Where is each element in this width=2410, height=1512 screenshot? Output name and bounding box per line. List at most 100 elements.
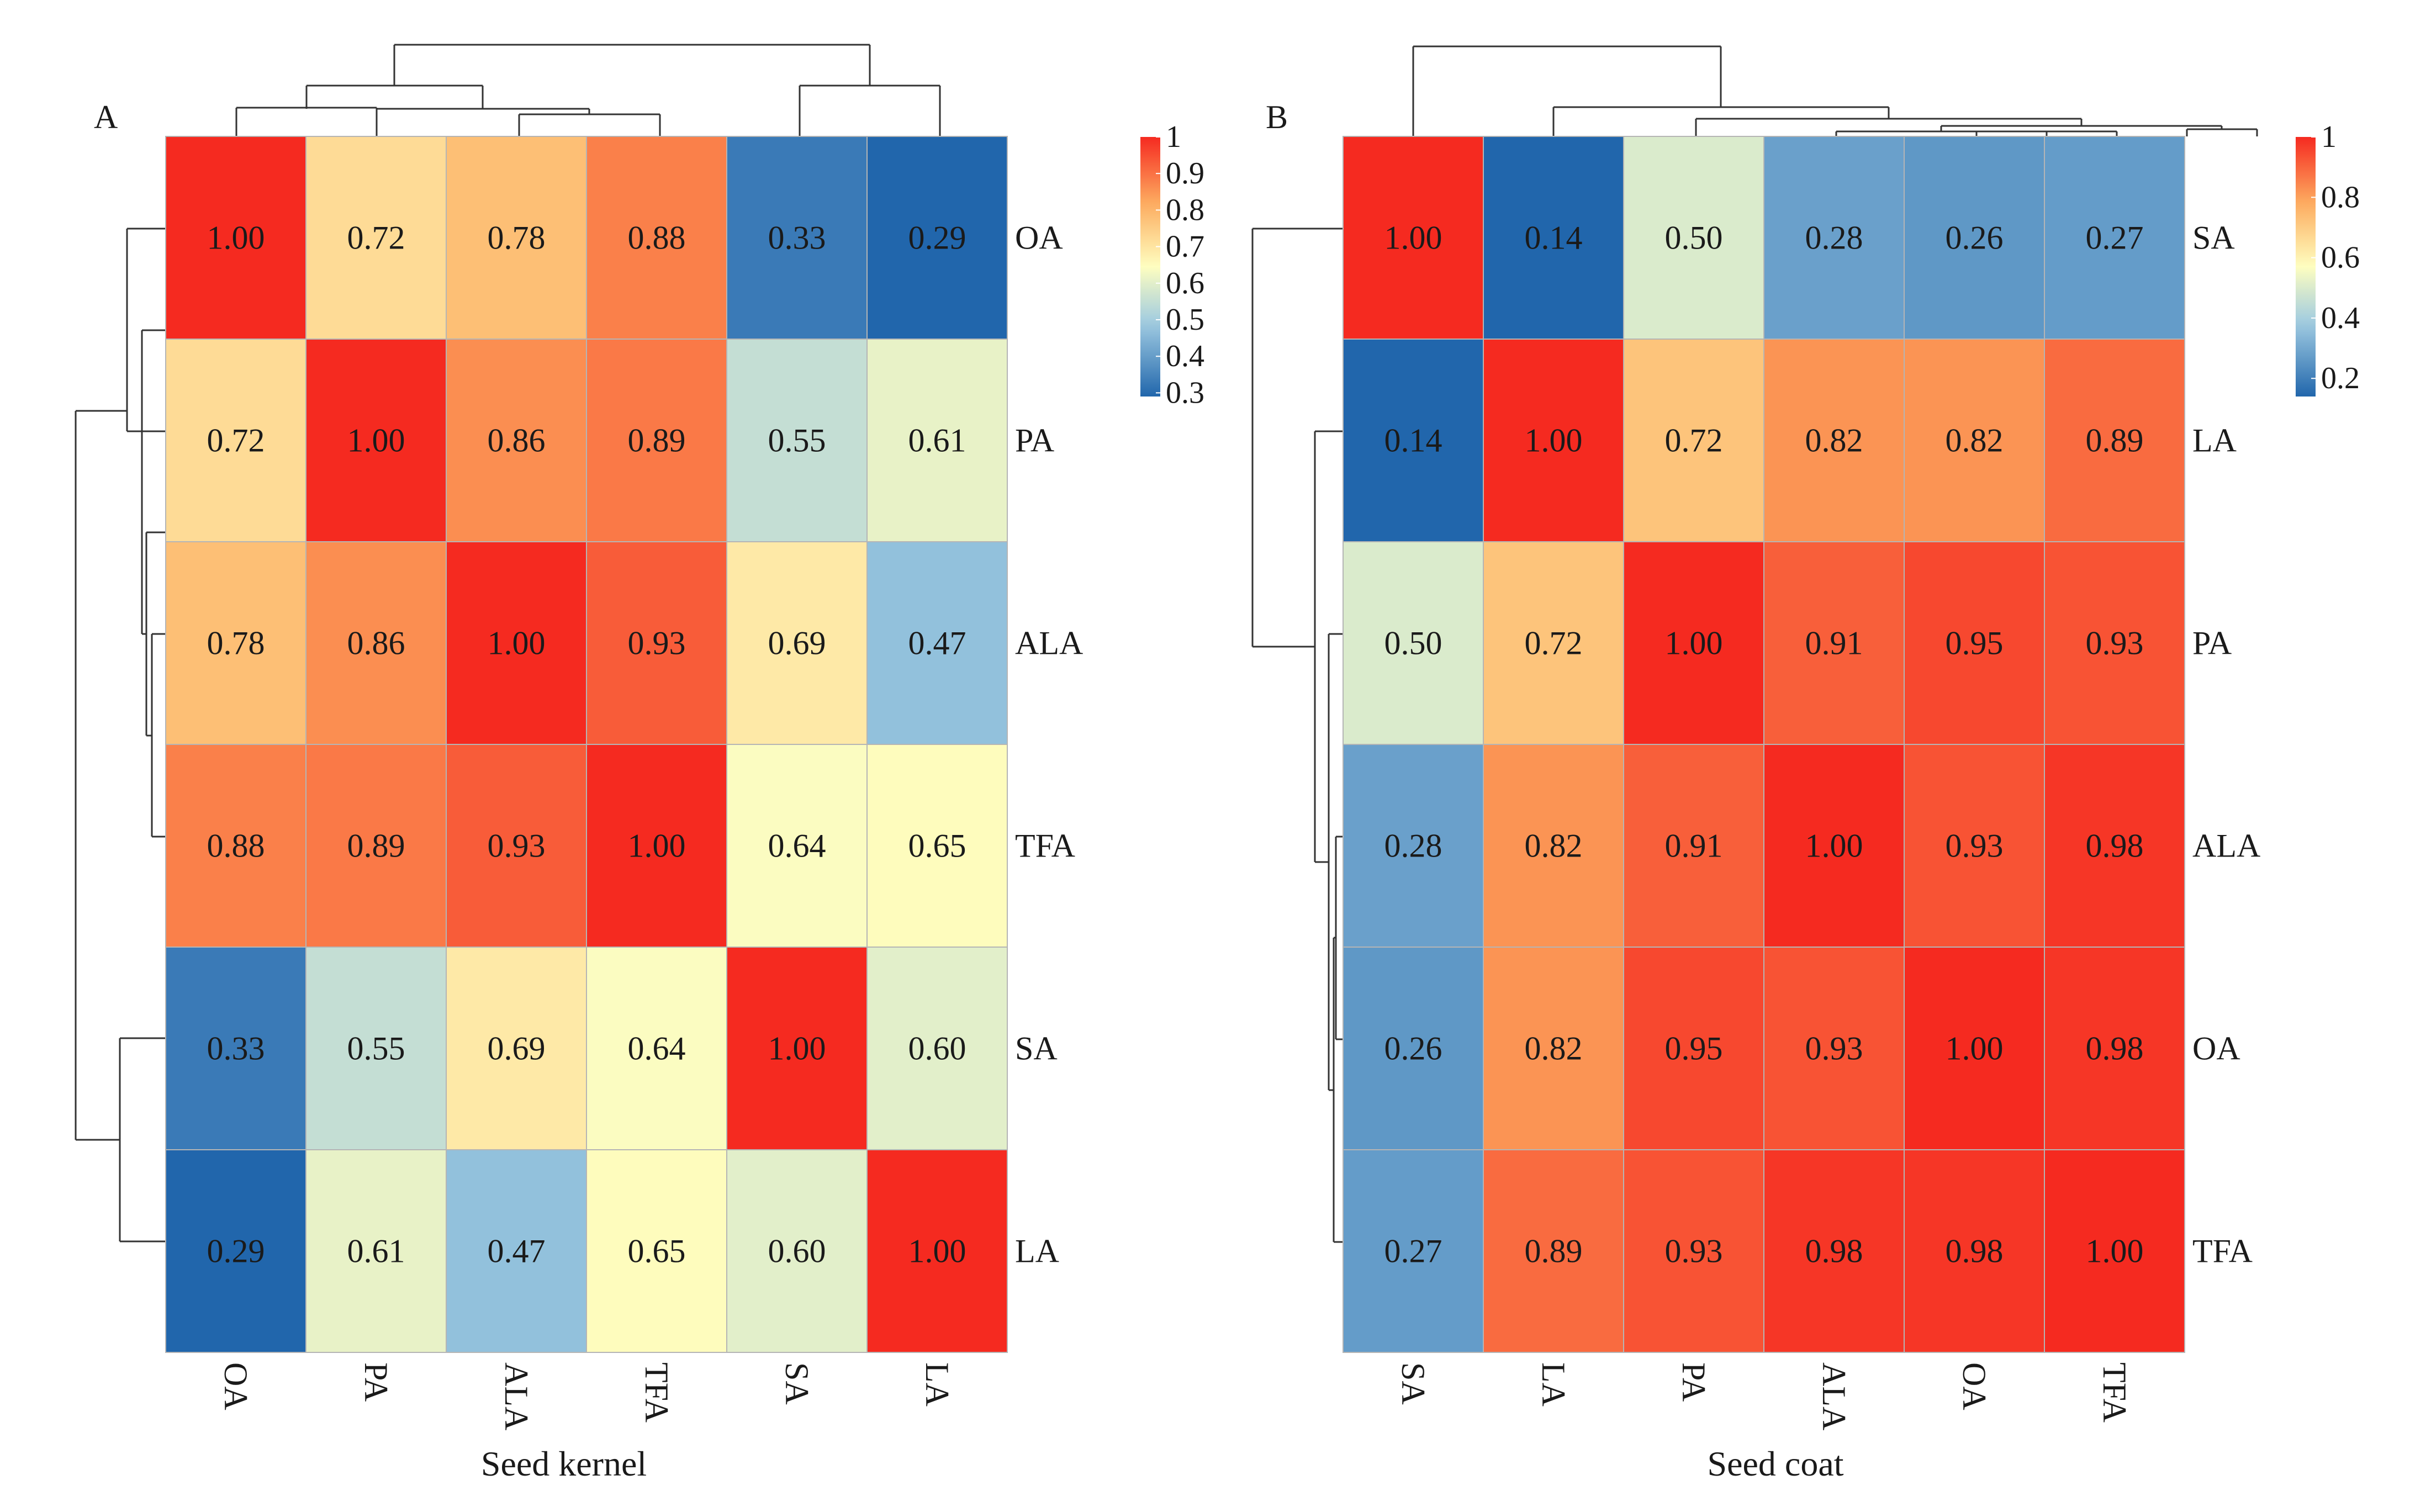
panel-a-cell-OA-TFA bbox=[586, 136, 727, 340]
panel-a-cell-value-SA-PA: 0.55 bbox=[347, 1030, 405, 1067]
panel-a-cell-ALA-PA bbox=[305, 541, 447, 745]
panel-b-cell-value-OA-TFA: 0.98 bbox=[2086, 1030, 2144, 1067]
panel-a-cell-TFA-TFA bbox=[586, 744, 727, 948]
panel-a-column-dendrogram bbox=[235, 44, 941, 136]
panel-b-cell-LA-PA bbox=[1623, 339, 1764, 542]
panel-a-cell-value-TFA-SA: 0.64 bbox=[768, 828, 826, 864]
panel-b-row-label-SA: SA bbox=[2192, 220, 2235, 256]
panel-b-colorbar-tick-label: 0.6 bbox=[2321, 241, 2360, 275]
panel-b-cell-value-LA-PA: 0.72 bbox=[1665, 422, 1723, 459]
panel-a-colorbar-tick-label: 0.8 bbox=[1166, 193, 1204, 227]
panel-a-cell-ALA-TFA bbox=[586, 541, 727, 745]
panel-b-cell-OA-ALA bbox=[1763, 947, 1905, 1150]
panel-b-cell-value-OA-OA: 1.00 bbox=[1946, 1030, 2004, 1067]
panel-b-cell-value-TFA-LA: 0.89 bbox=[1525, 1233, 1583, 1270]
panel-b-cell-value-SA-OA: 0.26 bbox=[1946, 220, 2004, 256]
panel-b-cell-SA-LA bbox=[1483, 136, 1624, 340]
panel-b-cell-value-LA-OA: 0.82 bbox=[1946, 422, 2004, 459]
panel-b-cell-value-SA-PA: 0.50 bbox=[1665, 220, 1723, 256]
panel-a-colorbar-tick-label: 0.6 bbox=[1166, 266, 1204, 300]
panel-b-cell-SA-OA bbox=[1904, 136, 2045, 340]
panel-a-cell-value-TFA-PA: 0.89 bbox=[347, 828, 405, 864]
panel-a-cell-value-SA-OA: 0.33 bbox=[207, 1030, 265, 1067]
panel-b-cell-value-OA-ALA: 0.93 bbox=[1805, 1030, 1863, 1067]
panel-a-column-label-SA: SA bbox=[779, 1362, 815, 1405]
panel-b-cell-value-PA-TFA: 0.93 bbox=[2086, 625, 2144, 662]
panel-a-cell-value-OA-SA: 0.33 bbox=[768, 220, 826, 256]
panel-a-cell-LA-OA bbox=[165, 1149, 306, 1353]
panel-a-cell-value-PA-PA: 1.00 bbox=[347, 422, 405, 459]
panel-b-cell-OA-OA bbox=[1904, 947, 2045, 1150]
panel-a-row-label-ALA: ALA bbox=[1015, 625, 1083, 662]
panel-a-cell-LA-LA bbox=[866, 1149, 1008, 1353]
panel-b-cell-value-OA-LA: 0.82 bbox=[1525, 1030, 1583, 1067]
panel-a-column-label-LA: LA bbox=[919, 1362, 955, 1407]
panel-a-cell-LA-PA bbox=[305, 1149, 447, 1353]
panel-a-cell-value-OA-ALA: 0.78 bbox=[488, 220, 546, 256]
panel-a-cell-value-PA-ALA: 0.86 bbox=[488, 422, 546, 459]
panel-a-cell-value-LA-PA: 0.61 bbox=[347, 1233, 405, 1270]
panel-b-cell-OA-LA bbox=[1483, 947, 1624, 1150]
panel-a-cell-OA-PA bbox=[305, 136, 447, 340]
panel-a-cell-TFA-SA bbox=[726, 744, 868, 948]
panel-b-cell-value-ALA-SA: 0.28 bbox=[1384, 828, 1442, 864]
panel-b-cell-LA-OA bbox=[1904, 339, 2045, 542]
panel-b-colorbar-gradient bbox=[2296, 137, 2316, 396]
panel-b-cell-value-TFA-TFA: 1.00 bbox=[2086, 1233, 2144, 1270]
panel-a-cell-value-LA-OA: 0.29 bbox=[207, 1233, 265, 1270]
panel-b-column-label-PA: PA bbox=[1676, 1362, 1712, 1402]
panel-b-row-label-OA: OA bbox=[2192, 1030, 2240, 1067]
panel-a-cell-PA-TFA bbox=[586, 339, 727, 542]
panel-b-cell-value-PA-SA: 0.50 bbox=[1384, 625, 1442, 662]
panel-a-cell-value-OA-LA: 0.29 bbox=[908, 220, 966, 256]
panel-a-colorbar-tick-label: 0.7 bbox=[1166, 230, 1204, 264]
panel-a-cell-PA-OA bbox=[165, 339, 306, 542]
panel-a-cell-OA-ALA bbox=[446, 136, 587, 340]
panel-b-cell-value-SA-TFA: 0.27 bbox=[2086, 220, 2144, 256]
panel-b-cell-value-TFA-OA: 0.98 bbox=[1946, 1233, 2004, 1270]
panel-a-cell-value-SA-SA: 1.00 bbox=[768, 1030, 826, 1067]
panel-a-cell-PA-LA bbox=[866, 339, 1008, 542]
panel-b-cell-value-SA-LA: 0.14 bbox=[1525, 220, 1583, 256]
panel-b-cell-value-ALA-PA: 0.91 bbox=[1665, 828, 1723, 864]
panel-b-cell-value-LA-ALA: 0.82 bbox=[1805, 422, 1863, 459]
panel-b-cells: 1.00 0.14 0.50 0.28 0.26 0.27 0.14 1.00 0.72 0.82… bbox=[1343, 136, 2185, 1353]
panel-b-cell-value-PA-OA: 0.95 bbox=[1946, 625, 2004, 662]
panel-a-colorbar: 10.90.80.70.60.50.40.3 bbox=[1140, 120, 1204, 410]
panel-b-cell-LA-TFA bbox=[2044, 339, 2185, 542]
panel-b-label: B bbox=[1266, 99, 1288, 135]
panel-b-cell-value-LA-TFA: 0.89 bbox=[2086, 422, 2144, 459]
panel-b-cell-value-SA-ALA: 0.28 bbox=[1805, 220, 1863, 256]
panel-a-cell-TFA-ALA bbox=[446, 744, 587, 948]
panel-a-cell-value-TFA-ALA: 0.93 bbox=[488, 828, 546, 864]
panel-a-cell-value-SA-LA: 0.60 bbox=[908, 1030, 966, 1067]
panel-b-colorbar-tick-label: 0.2 bbox=[2321, 361, 2360, 395]
panel-a-colorbar-gradient bbox=[1140, 137, 1160, 396]
panel-a-cell-OA-SA bbox=[726, 136, 868, 340]
panel-b-colorbar: 1 0.8 0.6 0.4 0.2 bbox=[2296, 120, 2360, 396]
panel-b-row-label-ALA: ALA bbox=[2192, 828, 2260, 864]
panel-a-row-label-PA: PA bbox=[1015, 422, 1054, 459]
panel-a-heatmap: A 1.00 0.72 0.78 0.88 0.33 0.29 0.72 1.00 0.86 0.… bbox=[75, 44, 1204, 1483]
panel-b-cell-TFA-TFA bbox=[2044, 1149, 2185, 1353]
panel-a-column-label-OA: OA bbox=[218, 1362, 254, 1410]
panel-a-cell-LA-TFA bbox=[586, 1149, 727, 1353]
panel-b-cell-value-LA-LA: 1.00 bbox=[1525, 422, 1583, 459]
panel-a-column-label-ALA: ALA bbox=[498, 1362, 535, 1430]
panel-b-cell-value-PA-LA: 0.72 bbox=[1525, 625, 1583, 662]
panel-a-cell-SA-TFA bbox=[586, 947, 727, 1150]
panel-b-cell-PA-SA bbox=[1343, 541, 1484, 745]
panel-b-cell-PA-PA bbox=[1623, 541, 1764, 745]
panel-a-cell-value-PA-OA: 0.72 bbox=[207, 422, 265, 459]
panel-b-cell-ALA-PA bbox=[1623, 744, 1764, 948]
panel-b-x-axis-title: Seed coat bbox=[1708, 1444, 1844, 1483]
panel-a-row-label-SA: SA bbox=[1015, 1030, 1058, 1067]
panel-a-column-label-PA: PA bbox=[358, 1362, 394, 1402]
panel-b-column-dendrogram bbox=[1412, 45, 2258, 136]
panel-b-row-dendrogram bbox=[1251, 228, 1343, 1243]
panel-a-cell-ALA-ALA bbox=[446, 541, 587, 745]
panel-a-cell-value-OA-PA: 0.72 bbox=[347, 220, 405, 256]
panel-a-row-label-LA: LA bbox=[1015, 1233, 1059, 1270]
panel-b-cell-SA-TFA bbox=[2044, 136, 2185, 340]
